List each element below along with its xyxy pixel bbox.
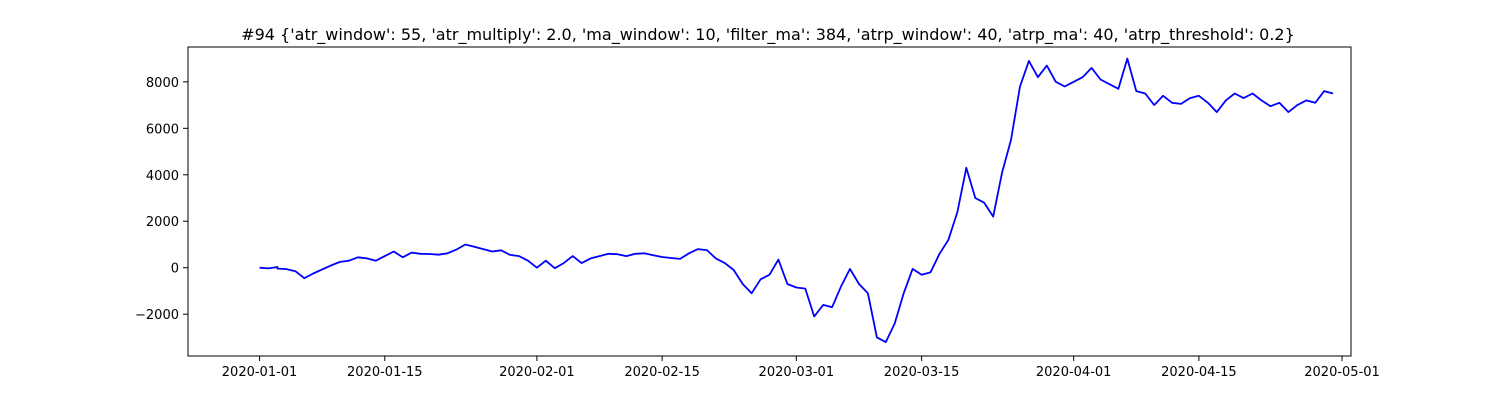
plot-area: −2000 0 2000 4000 6000 8000 2020-01-01 2020-01-… [135,46,1380,380]
x-tick-label: 2020-05-01 [1304,365,1380,380]
x-tick-label: 2020-01-15 [347,365,423,380]
x-tick-label: 2020-04-15 [1161,365,1237,380]
y-tick-label: 4000 [146,169,179,184]
y-tick-label: 0 [171,262,179,277]
y-tick-label: 6000 [146,122,179,137]
x-tick-label: 2020-04-01 [1036,365,1112,380]
x-tick-label: 2020-02-15 [624,365,700,380]
axes-frame [187,46,1352,357]
x-tick-label: 2020-03-15 [884,365,960,380]
series-line [259,57,1334,343]
y-tick-label: 8000 [146,76,179,91]
x-tick-label: 2020-01-01 [222,365,298,380]
x-tick-label: 2020-03-01 [759,365,835,380]
x-tick-label: 2020-02-01 [499,365,575,380]
y-tick-label: 2000 [146,215,179,230]
y-tick-label: −2000 [135,308,179,323]
chart-title: #94 {'atr_window': 55, 'atr_multiply': 2… [241,25,1295,45]
